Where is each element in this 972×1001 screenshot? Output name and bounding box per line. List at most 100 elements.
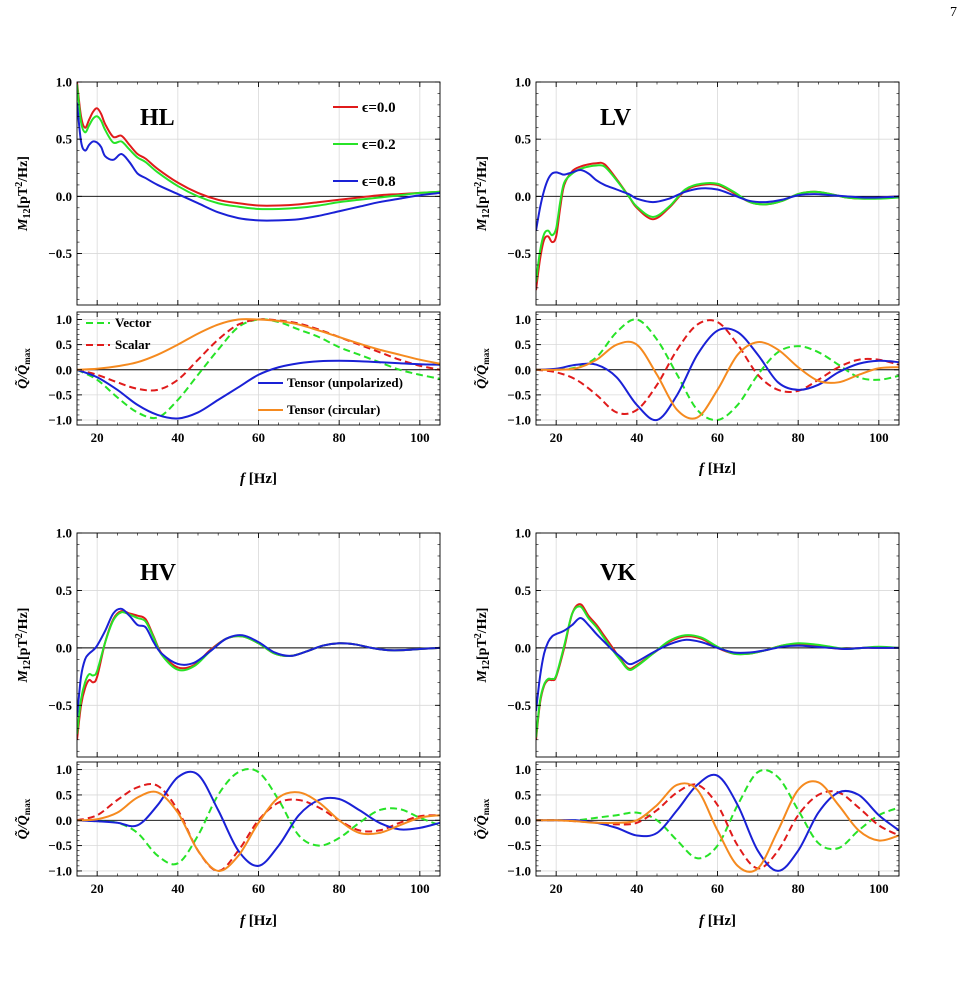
y-tick-label: 1.0 xyxy=(515,762,531,777)
legend-label: ϵ=0.8 xyxy=(362,174,396,190)
series-line-tensor-unpolarized- xyxy=(77,359,440,420)
x-label-part: f xyxy=(240,471,247,487)
y-label-part: /Hz] xyxy=(475,156,490,183)
y-label-part: [pT xyxy=(475,186,490,208)
y-label-part: Q̃/Q̃ xyxy=(472,365,490,389)
x-tick-label: 20 xyxy=(91,881,104,896)
series-line-tensor-unpolarized- xyxy=(536,327,899,422)
y-label-part: 2 xyxy=(473,633,484,638)
panel-label: HL xyxy=(140,105,175,131)
x-tick-label: 20 xyxy=(91,430,104,445)
series-line-scalar xyxy=(77,782,440,872)
y-label-part: 12 xyxy=(481,209,492,219)
y-tick-label: 0.0 xyxy=(56,640,72,655)
x-label-part: [Hz] xyxy=(704,913,736,929)
x-tick-label: 40 xyxy=(171,881,184,896)
series-line-tensor-circular- xyxy=(536,780,899,873)
y-label-part: max xyxy=(481,798,491,815)
y-axis-label: M12[pT2/Hz] xyxy=(14,156,33,232)
x-tick-label: 100 xyxy=(410,430,430,445)
x-tick-label: 80 xyxy=(333,430,346,445)
x-label-part: f xyxy=(240,913,247,929)
y-axis-label: M12[pT2/Hz] xyxy=(14,608,33,684)
y-tick-label: 1.0 xyxy=(56,75,72,90)
series-group xyxy=(77,82,440,222)
series-group xyxy=(77,607,440,740)
y-tick-label: 0.5 xyxy=(56,787,73,802)
y-tick-label: −1.0 xyxy=(507,863,531,878)
series-group xyxy=(77,767,440,872)
legend-label: ϵ=0.0 xyxy=(362,100,396,116)
y-tick-label: 0.5 xyxy=(515,787,532,802)
y-tick-label: 1.0 xyxy=(515,75,531,90)
series-line--0-8 xyxy=(536,169,899,231)
series-line-tensor-circular- xyxy=(77,318,440,371)
x-tick-label: 60 xyxy=(711,881,724,896)
y-label-part: 2 xyxy=(14,633,25,638)
y-tick-label: −1.0 xyxy=(48,863,72,878)
y-label-part: 2 xyxy=(14,182,25,187)
y-label-part: /Hz] xyxy=(16,156,31,183)
series-line-vector xyxy=(77,767,440,866)
x-tick-label: 20 xyxy=(550,430,563,445)
x-label-part: [Hz] xyxy=(704,461,736,477)
y-label-part: 12 xyxy=(22,209,33,219)
series-line--0-8 xyxy=(77,607,440,717)
y-tick-label: 0.5 xyxy=(515,583,532,598)
y-label-part: /Hz] xyxy=(16,608,31,635)
x-label-part: f xyxy=(699,913,706,929)
series-line-tensor-circular- xyxy=(77,790,440,872)
y-tick-label: 0.0 xyxy=(56,362,72,377)
y-tick-label: 0.0 xyxy=(56,189,72,204)
y-tick-label: −0.5 xyxy=(48,838,72,853)
x-label-part: [Hz] xyxy=(245,913,277,929)
y-tick-label: 0.0 xyxy=(56,813,72,828)
y-tick-label: 1.0 xyxy=(515,526,531,541)
x-tick-label: 40 xyxy=(630,881,643,896)
legend-label: Tensor (unpolarized) xyxy=(287,375,403,390)
x-axis-label: f [Hz] xyxy=(699,913,736,929)
y-label-part: max xyxy=(22,348,32,365)
y-axis-label: M12[pT2/Hz] xyxy=(473,156,492,232)
panel-hl: 1.0 0.5 0.0 −0.5 1.0 0.5 0.0 −0.5 −1.0 20 40 60 80 10… xyxy=(13,75,441,487)
y-tick-label: −0.5 xyxy=(48,387,72,402)
y-label-part: max xyxy=(22,798,32,815)
legend-label: Vector xyxy=(115,315,152,330)
y-tick-label: 1.0 xyxy=(56,312,72,327)
y-axis-label: Q̃/Q̃max xyxy=(13,348,32,389)
series-line--0-2 xyxy=(536,605,899,738)
y-tick-label: 1.0 xyxy=(56,526,72,541)
y-tick-label: 0.5 xyxy=(56,337,73,352)
y-tick-label: −1.0 xyxy=(507,412,531,427)
series-group xyxy=(77,318,440,420)
y-axis-label: M12[pT2/Hz] xyxy=(473,608,492,684)
y-label-part: M xyxy=(475,669,490,683)
y-tick-label: 0.0 xyxy=(515,640,531,655)
series-group xyxy=(536,769,899,873)
series-line-vector xyxy=(536,769,899,860)
legend-label: Scalar xyxy=(115,337,151,352)
y-label-part: M xyxy=(16,218,31,232)
x-axis-label: f [Hz] xyxy=(240,913,277,929)
series-line-tensor-circular- xyxy=(536,340,899,420)
x-label-part: f xyxy=(699,461,706,477)
y-tick-label: −0.5 xyxy=(507,698,531,713)
series-line-scalar xyxy=(536,319,899,415)
x-axis-label: f [Hz] xyxy=(240,471,277,487)
y-label-part: max xyxy=(481,348,491,365)
y-label-part: [pT xyxy=(475,638,490,660)
y-label-part: M xyxy=(475,218,490,232)
x-tick-label: 80 xyxy=(333,881,346,896)
y-label-part: 2 xyxy=(473,182,484,187)
y-tick-label: 0.5 xyxy=(56,583,73,598)
panel-hv: 1.0 0.5 0.0 −0.5 1.0 0.5 0.0 −0.5 −1.0 20 40 60 80 10… xyxy=(13,526,441,929)
y-tick-label: −0.5 xyxy=(48,246,72,261)
x-tick-label: 40 xyxy=(630,430,643,445)
y-label-part: M xyxy=(16,669,31,683)
x-tick-label: 60 xyxy=(711,430,724,445)
y-tick-label: 0.5 xyxy=(515,132,532,147)
y-tick-label: 0.0 xyxy=(515,362,531,377)
x-tick-label: 60 xyxy=(252,881,265,896)
y-label-part: /Hz] xyxy=(475,608,490,635)
